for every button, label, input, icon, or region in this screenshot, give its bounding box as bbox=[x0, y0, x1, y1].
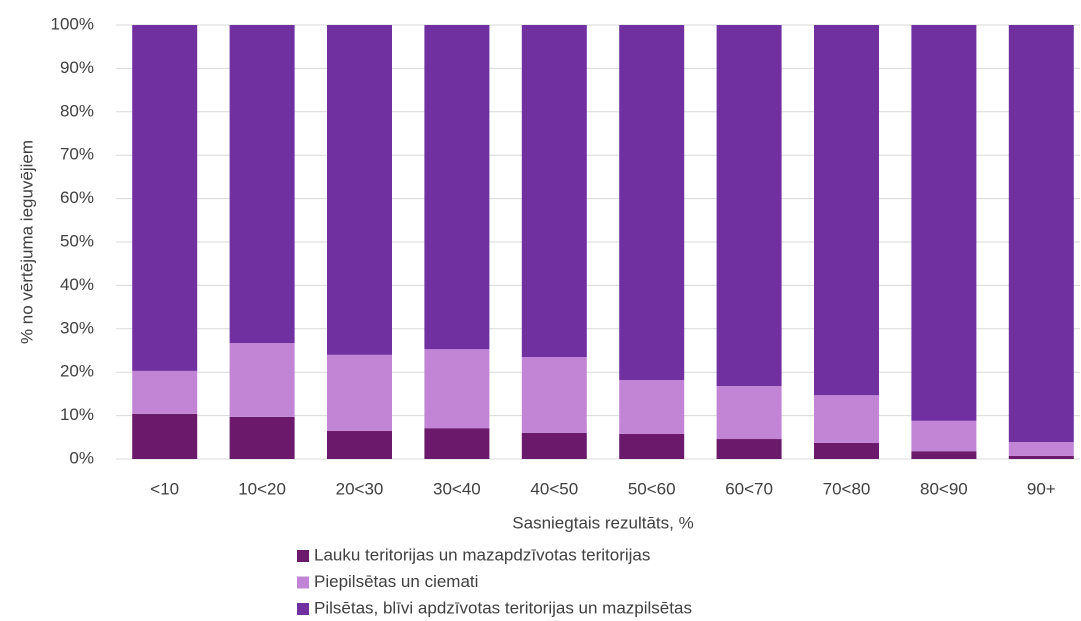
y-tick-label: 40% bbox=[60, 275, 94, 294]
x-tick-label: 40<50 bbox=[530, 479, 578, 498]
bar-segment bbox=[327, 354, 392, 431]
x-tick-label: 80<90 bbox=[920, 479, 968, 498]
bar-segment bbox=[716, 25, 782, 387]
bar-segment bbox=[911, 420, 977, 452]
y-axis-title: % no vērtējuma ieguvējiem bbox=[17, 140, 36, 344]
x-tick-label: 10<20 bbox=[238, 479, 286, 498]
bar-segment bbox=[1008, 25, 1074, 443]
x-tick-label: 60<70 bbox=[725, 479, 773, 498]
y-tick-label: 30% bbox=[60, 318, 94, 337]
bar-segment bbox=[911, 25, 977, 421]
legend-swatch bbox=[297, 576, 309, 589]
y-tick-label: 100% bbox=[51, 14, 94, 33]
x-tick-label: 70<80 bbox=[823, 479, 871, 498]
bar-segment bbox=[132, 25, 198, 371]
bar-segment bbox=[814, 442, 879, 459]
legend-label: Piepilsētas un ciemati bbox=[314, 572, 478, 591]
legend-label: Lauku teritorijas un mazapdzīvotas terit… bbox=[314, 545, 650, 564]
bar-segment bbox=[521, 432, 587, 459]
y-tick-label: 10% bbox=[60, 405, 94, 424]
x-tick-label: <10 bbox=[150, 479, 179, 498]
bar-segment bbox=[619, 380, 685, 434]
y-tick-label: 60% bbox=[60, 188, 94, 207]
bar-segment bbox=[716, 386, 782, 440]
bar-segment bbox=[716, 439, 782, 459]
bar-segment bbox=[424, 428, 490, 459]
bar-segment bbox=[1008, 455, 1074, 459]
bar-segment bbox=[911, 451, 977, 459]
bar-segment bbox=[521, 357, 587, 433]
y-tick-label: 90% bbox=[60, 58, 94, 77]
bar-segment bbox=[814, 395, 879, 443]
bar-segment bbox=[521, 25, 587, 358]
x-tick-label: 20<30 bbox=[336, 479, 384, 498]
bar-segment bbox=[229, 343, 295, 417]
y-tick-label: 20% bbox=[60, 362, 94, 381]
bar-segment bbox=[132, 370, 198, 414]
legend-swatch bbox=[297, 550, 309, 562]
bar-segment bbox=[229, 25, 295, 344]
bar-segment bbox=[1008, 442, 1074, 456]
y-tick-label: 80% bbox=[60, 101, 94, 120]
y-tick-label: 70% bbox=[60, 145, 94, 164]
legend-swatch bbox=[297, 603, 309, 615]
bar-segment bbox=[327, 25, 392, 355]
y-tick-label: 0% bbox=[69, 448, 94, 467]
x-tick-label: 90+ bbox=[1027, 479, 1056, 498]
bar-segment bbox=[424, 25, 490, 350]
bar-segment bbox=[424, 349, 490, 429]
bar-segment bbox=[229, 416, 295, 459]
bar-segment bbox=[814, 25, 879, 396]
y-tick-label: 50% bbox=[60, 231, 94, 250]
bar-segment bbox=[619, 433, 685, 459]
bar-segment bbox=[327, 430, 392, 459]
bar-segment bbox=[132, 413, 198, 459]
x-tick-label: 30<40 bbox=[433, 479, 481, 498]
x-axis-title: Sasniegtais rezultāts, % bbox=[512, 513, 693, 532]
legend-label: Pilsētas, blīvi apdzīvotas teritorijas u… bbox=[314, 598, 692, 617]
x-tick-label: 50<60 bbox=[628, 479, 676, 498]
bar-segment bbox=[619, 25, 685, 381]
